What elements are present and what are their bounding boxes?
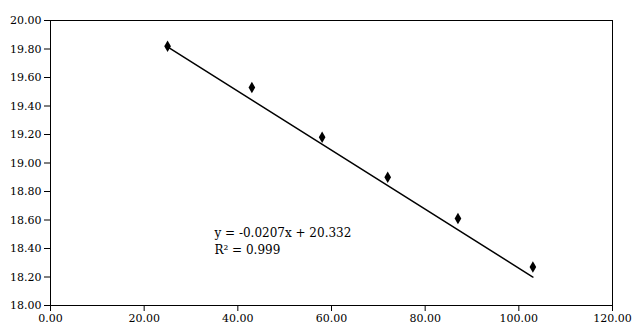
svg-text:20.00: 20.00 xyxy=(128,312,160,325)
svg-text:19.00: 19.00 xyxy=(10,157,42,170)
svg-text:0.00: 0.00 xyxy=(38,312,63,325)
svg-text:80.00: 80.00 xyxy=(409,312,441,325)
svg-text:19.60: 19.60 xyxy=(10,71,42,84)
svg-text:18.20: 18.20 xyxy=(10,271,42,284)
svg-text:40.00: 40.00 xyxy=(222,312,254,325)
svg-text:19.20: 19.20 xyxy=(10,128,42,141)
svg-text:18.80: 18.80 xyxy=(10,185,42,198)
svg-text:19.40: 19.40 xyxy=(10,100,42,113)
svg-text:18.00: 18.00 xyxy=(10,299,42,312)
svg-text:19.80: 19.80 xyxy=(10,43,42,56)
svg-text:18.40: 18.40 xyxy=(10,242,42,255)
svg-text:120.00: 120.00 xyxy=(593,312,632,325)
svg-text:20.00: 20.00 xyxy=(10,14,42,27)
svg-text:18.60: 18.60 xyxy=(10,214,42,227)
svg-text:y = -0.0207x + 20.332R² = 0.99: y = -0.0207x + 20.332R² = 0.999 xyxy=(213,226,351,257)
svg-text:60.00: 60.00 xyxy=(316,312,348,325)
svg-text:100.00: 100.00 xyxy=(500,312,539,325)
